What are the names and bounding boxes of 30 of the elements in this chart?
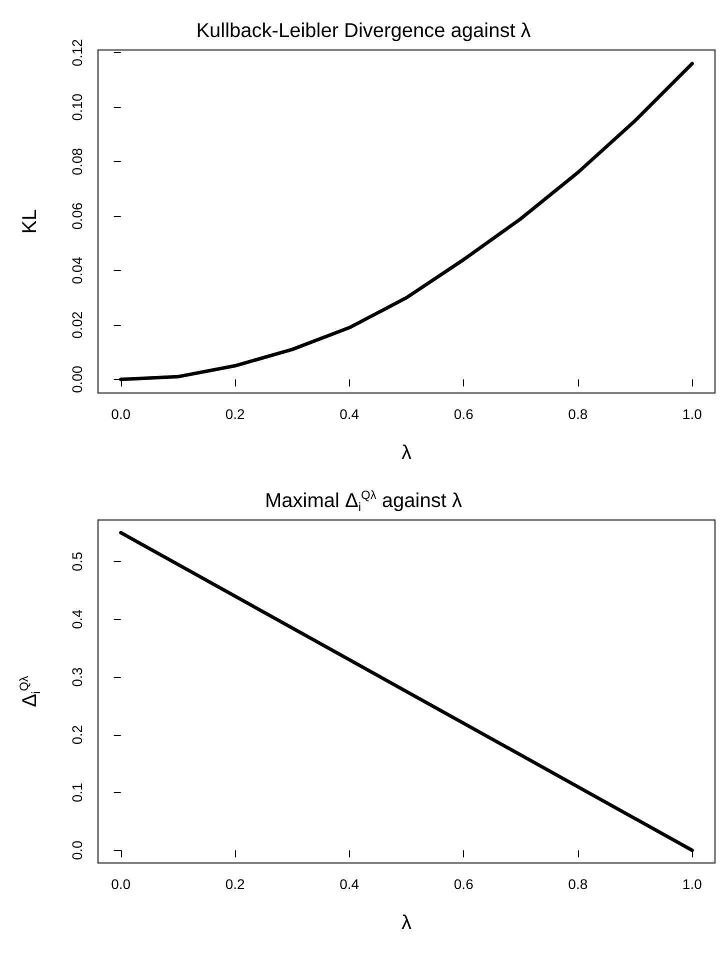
x-tick-label: 0.0 [111, 876, 131, 892]
x-tick-label: 0.2 [225, 406, 246, 422]
x-tick-label: 0.4 [340, 876, 360, 892]
y-tick-label: 0.02 [69, 311, 85, 339]
chart-title: Kullback-Leibler Divergence against λ [196, 20, 531, 42]
x-tick-label: 0.6 [454, 876, 474, 892]
y-tick-label: 0.04 [69, 256, 85, 284]
y-tick-label: 0.12 [69, 38, 85, 66]
y-tick-label: 0.08 [69, 148, 85, 176]
y-tick-label: 0.10 [69, 93, 85, 121]
y-tick-label: 0.0 [69, 840, 85, 860]
y-tick-label: 0.3 [69, 667, 85, 687]
x-tick-label: 0.0 [111, 406, 131, 422]
y-tick-label: 0.4 [69, 609, 85, 630]
y-axis-title: ΔiQλ [17, 676, 43, 708]
y-tick-label: 0.2 [69, 724, 85, 745]
x-tick-label: 0.6 [454, 406, 474, 422]
y-tick-label: 0.06 [69, 202, 85, 230]
x-tick-label: 0.8 [568, 406, 588, 422]
y-tick-label: 0.00 [69, 366, 85, 394]
y-axis-title: KL [19, 209, 41, 234]
x-axis-title: λ [402, 442, 412, 464]
y-tick-label: 0.5 [69, 552, 85, 572]
x-tick-label: 0.8 [568, 876, 588, 892]
x-axis-title: λ [402, 912, 412, 934]
x-tick-label: 0.2 [225, 876, 246, 892]
y-tick-label: 0.1 [69, 782, 85, 802]
x-tick-label: 1.0 [682, 406, 702, 422]
x-tick-label: 1.0 [682, 876, 702, 892]
x-tick-label: 0.4 [340, 406, 360, 422]
